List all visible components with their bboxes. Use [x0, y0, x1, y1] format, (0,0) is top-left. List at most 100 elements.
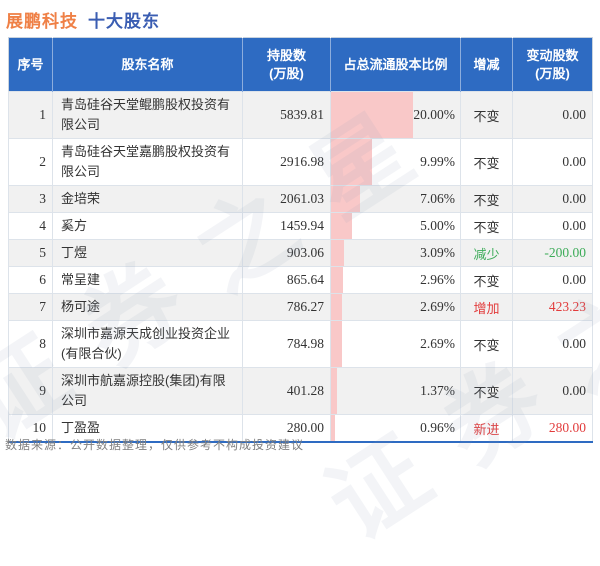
shareholder-name: 常呈建 — [52, 266, 243, 294]
col-header-percent: 占总流通股本比例 — [330, 37, 461, 92]
shareholder-table-body: 1 青岛硅谷天堂鲲鹏股权投资有限公司 5839.81 20.00% 不变 0.0… — [8, 91, 593, 443]
shareholder-name: 青岛硅谷天堂嘉鹏股权投资有限公司 — [52, 138, 243, 186]
table-row: 2 青岛硅谷天堂嘉鹏股权投资有限公司 2916.98 9.99% 不变 0.00 — [8, 138, 593, 186]
percent-bar — [331, 267, 344, 293]
percent-bar — [331, 240, 344, 266]
section-title: 十大股东 — [88, 12, 160, 31]
col-header-shares: 持股数 (万股) — [242, 37, 331, 92]
percent-cell: 0.96% — [330, 414, 461, 443]
shareholder-table: 序号 股东名称 持股数 (万股) 占总流通股本比例 增减 变动股数 (万股) 1… — [8, 37, 593, 443]
shareholder-name: 杨可途 — [52, 293, 243, 321]
percent-value: 2.96% — [420, 272, 455, 287]
col-header-change: 增减 — [460, 37, 513, 92]
row-index: 10 — [8, 414, 53, 443]
shares-held: 784.98 — [242, 320, 331, 368]
percent-value: 2.69% — [420, 336, 455, 351]
change-label: 不变 — [460, 212, 513, 240]
shareholder-name: 青岛硅谷天堂鲲鹏股权投资有限公司 — [52, 91, 243, 139]
row-index: 1 — [8, 91, 53, 139]
table-row: 10 丁盈盈 280.00 0.96% 新进 280.00 — [8, 414, 593, 443]
change-shares: 280.00 — [512, 414, 593, 443]
percent-value: 1.37% — [420, 383, 455, 398]
change-label: 不变 — [460, 138, 513, 186]
percent-value: 2.69% — [420, 299, 455, 314]
shares-held: 5839.81 — [242, 91, 331, 139]
change-label: 不变 — [460, 185, 513, 213]
row-index: 2 — [8, 138, 53, 186]
col-header-delta: 变动股数 (万股) — [512, 37, 593, 92]
row-index: 6 — [8, 266, 53, 294]
row-index: 9 — [8, 367, 53, 415]
percent-cell: 5.00% — [330, 212, 461, 240]
change-shares: 0.00 — [512, 212, 593, 240]
percent-cell: 3.09% — [330, 239, 461, 267]
shareholder-name: 深圳市航嘉源控股(集团)有限公司 — [52, 367, 243, 415]
percent-cell: 1.37% — [330, 367, 461, 415]
change-shares: 0.00 — [512, 320, 593, 368]
change-label: 不变 — [460, 320, 513, 368]
percent-bar — [331, 368, 337, 414]
change-label: 不变 — [460, 91, 513, 139]
table-row: 9 深圳市航嘉源控股(集团)有限公司 401.28 1.37% 不变 0.00 — [8, 367, 593, 415]
change-shares: 0.00 — [512, 367, 593, 415]
change-label: 不变 — [460, 266, 513, 294]
row-index: 4 — [8, 212, 53, 240]
shareholder-name: 奚方 — [52, 212, 243, 240]
shareholder-name: 丁盈盈 — [52, 414, 243, 443]
shares-held: 865.64 — [242, 266, 331, 294]
col-header-name: 股东名称 — [52, 37, 243, 92]
shares-held: 786.27 — [242, 293, 331, 321]
percent-value: 7.06% — [420, 191, 455, 206]
table-row: 8 深圳市嘉源天成创业投资企业(有限合伙) 784.98 2.69% 不变 0.… — [8, 320, 593, 368]
change-shares: 0.00 — [512, 266, 593, 294]
table-row: 6 常呈建 865.64 2.96% 不变 0.00 — [8, 266, 593, 294]
percent-bar — [331, 213, 352, 239]
percent-value: 0.96% — [420, 420, 455, 435]
table-row: 7 杨可途 786.27 2.69% 增加 423.23 — [8, 293, 593, 321]
percent-cell: 9.99% — [330, 138, 461, 186]
row-index: 7 — [8, 293, 53, 321]
change-shares: 0.00 — [512, 91, 593, 139]
table-row: 4 奚方 1459.94 5.00% 不变 0.00 — [8, 212, 593, 240]
change-label: 新进 — [460, 414, 513, 443]
percent-bar — [331, 139, 372, 185]
percent-bar — [331, 415, 335, 441]
col-header-index: 序号 — [8, 37, 53, 92]
percent-cell: 7.06% — [330, 185, 461, 213]
shares-held: 903.06 — [242, 239, 331, 267]
percent-bar — [331, 321, 342, 367]
percent-cell: 2.69% — [330, 293, 461, 321]
shareholder-name: 深圳市嘉源天成创业投资企业(有限合伙) — [52, 320, 243, 368]
stock-name: 展鹏科技 — [6, 12, 78, 31]
percent-value: 3.09% — [420, 245, 455, 260]
change-label: 增加 — [460, 293, 513, 321]
percent-bar — [331, 92, 413, 138]
table-row: 5 丁煜 903.06 3.09% 减少 -200.00 — [8, 239, 593, 267]
shares-held: 1459.94 — [242, 212, 331, 240]
percent-cell: 2.96% — [330, 266, 461, 294]
change-label: 减少 — [460, 239, 513, 267]
shares-held: 2061.03 — [242, 185, 331, 213]
row-index: 3 — [8, 185, 53, 213]
shareholder-name: 金培荣 — [52, 185, 243, 213]
percent-value: 5.00% — [420, 218, 455, 233]
percent-bar — [331, 186, 360, 212]
shares-held: 2916.98 — [242, 138, 331, 186]
change-label: 不变 — [460, 367, 513, 415]
percent-bar — [331, 294, 342, 320]
change-shares: -200.00 — [512, 239, 593, 267]
page-title: 展鹏科技 十大股东 — [0, 0, 600, 32]
change-shares: 423.23 — [512, 293, 593, 321]
table-header-row: 序号 股东名称 持股数 (万股) 占总流通股本比例 增减 变动股数 (万股) — [8, 37, 593, 92]
shares-held: 401.28 — [242, 367, 331, 415]
percent-cell: 2.69% — [330, 320, 461, 368]
row-index: 8 — [8, 320, 53, 368]
shares-held: 280.00 — [242, 414, 331, 443]
data-source-note: 数据来源：公开数据整理，仅供参考不构成投资建议 — [5, 438, 305, 452]
table-row: 1 青岛硅谷天堂鲲鹏股权投资有限公司 5839.81 20.00% 不变 0.0… — [8, 91, 593, 139]
shareholder-name: 丁煜 — [52, 239, 243, 267]
percent-value: 9.99% — [420, 154, 455, 169]
percent-cell: 20.00% — [330, 91, 461, 139]
change-shares: 0.00 — [512, 138, 593, 186]
percent-value: 20.00% — [413, 107, 455, 122]
